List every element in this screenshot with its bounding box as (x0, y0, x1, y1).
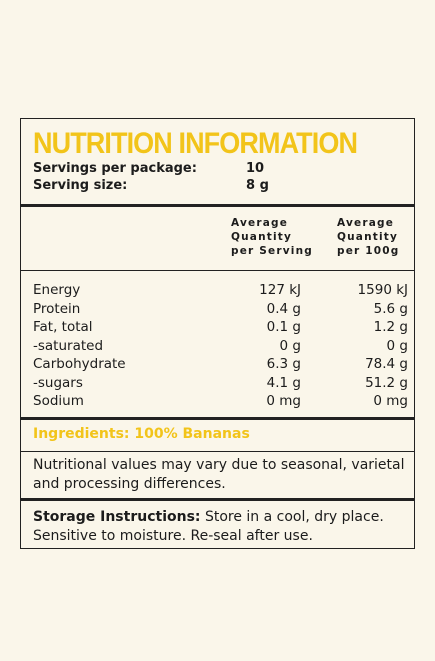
nutrient-value: 0 mg (266, 393, 301, 409)
nutrient-value: 0 g (386, 337, 408, 354)
column-header: per Serving (231, 245, 313, 257)
storage-heading: Storage Instructions: (33, 509, 201, 525)
serving-label: Serving size: (33, 178, 128, 193)
nutrient-label: Energy (33, 282, 81, 298)
nutrient-value: 1.2 g (373, 319, 408, 335)
nutrient-label: Sodium (33, 393, 84, 409)
storage: Storage Instructions: Store in a cool, d… (33, 508, 408, 546)
nutrient-label: -saturated (33, 337, 104, 354)
column-header: Quantity (337, 231, 399, 243)
nutrient-value: 0 g (279, 337, 301, 354)
nutrient-value: 1590 kJ (357, 282, 408, 298)
serving-label: Servings per package: (33, 161, 197, 176)
divider (21, 498, 414, 501)
nutrient-value: 0.4 g (266, 300, 301, 317)
nutrient-label: Fat, total (33, 319, 93, 335)
title: NUTRITION INFORMATION (33, 127, 358, 160)
storage-text: Store in a cool, dry place. Sensitive to… (33, 509, 384, 544)
divider (21, 451, 414, 452)
serving-value: 8 g (246, 178, 269, 193)
column-header: Average (231, 217, 289, 229)
nutrient-value: 0.1 g (266, 319, 301, 335)
ingredients: Ingredients: 100% Bananas (33, 426, 250, 442)
nutrient-value: 0 mg (373, 393, 408, 409)
nutrition-panel: NUTRITION INFORMATION Ingredients: 100% … (20, 118, 415, 549)
nutrient-value: 6.3 g (266, 356, 301, 372)
column-header: per 100g (337, 245, 400, 257)
divider (21, 417, 414, 420)
nutrient-value: 127 kJ (259, 282, 301, 298)
nutrient-value: 4.1 g (266, 374, 301, 391)
note: Nutritional values may vary due to seaso… (33, 457, 405, 492)
nutrient-label: Carbohydrate (33, 356, 126, 372)
nutrient-value: 78.4 g (365, 356, 408, 372)
serving-value: 10 (246, 161, 265, 176)
divider (21, 270, 414, 271)
nutrient-label: Protein (33, 300, 81, 317)
divider (21, 204, 414, 207)
column-header: Average (337, 217, 395, 229)
nutrient-value: 51.2 g (365, 374, 408, 391)
nutrient-value: 5.6 g (373, 300, 408, 317)
nutrient-label: -sugars (33, 374, 83, 391)
column-header: Quantity (231, 231, 293, 243)
